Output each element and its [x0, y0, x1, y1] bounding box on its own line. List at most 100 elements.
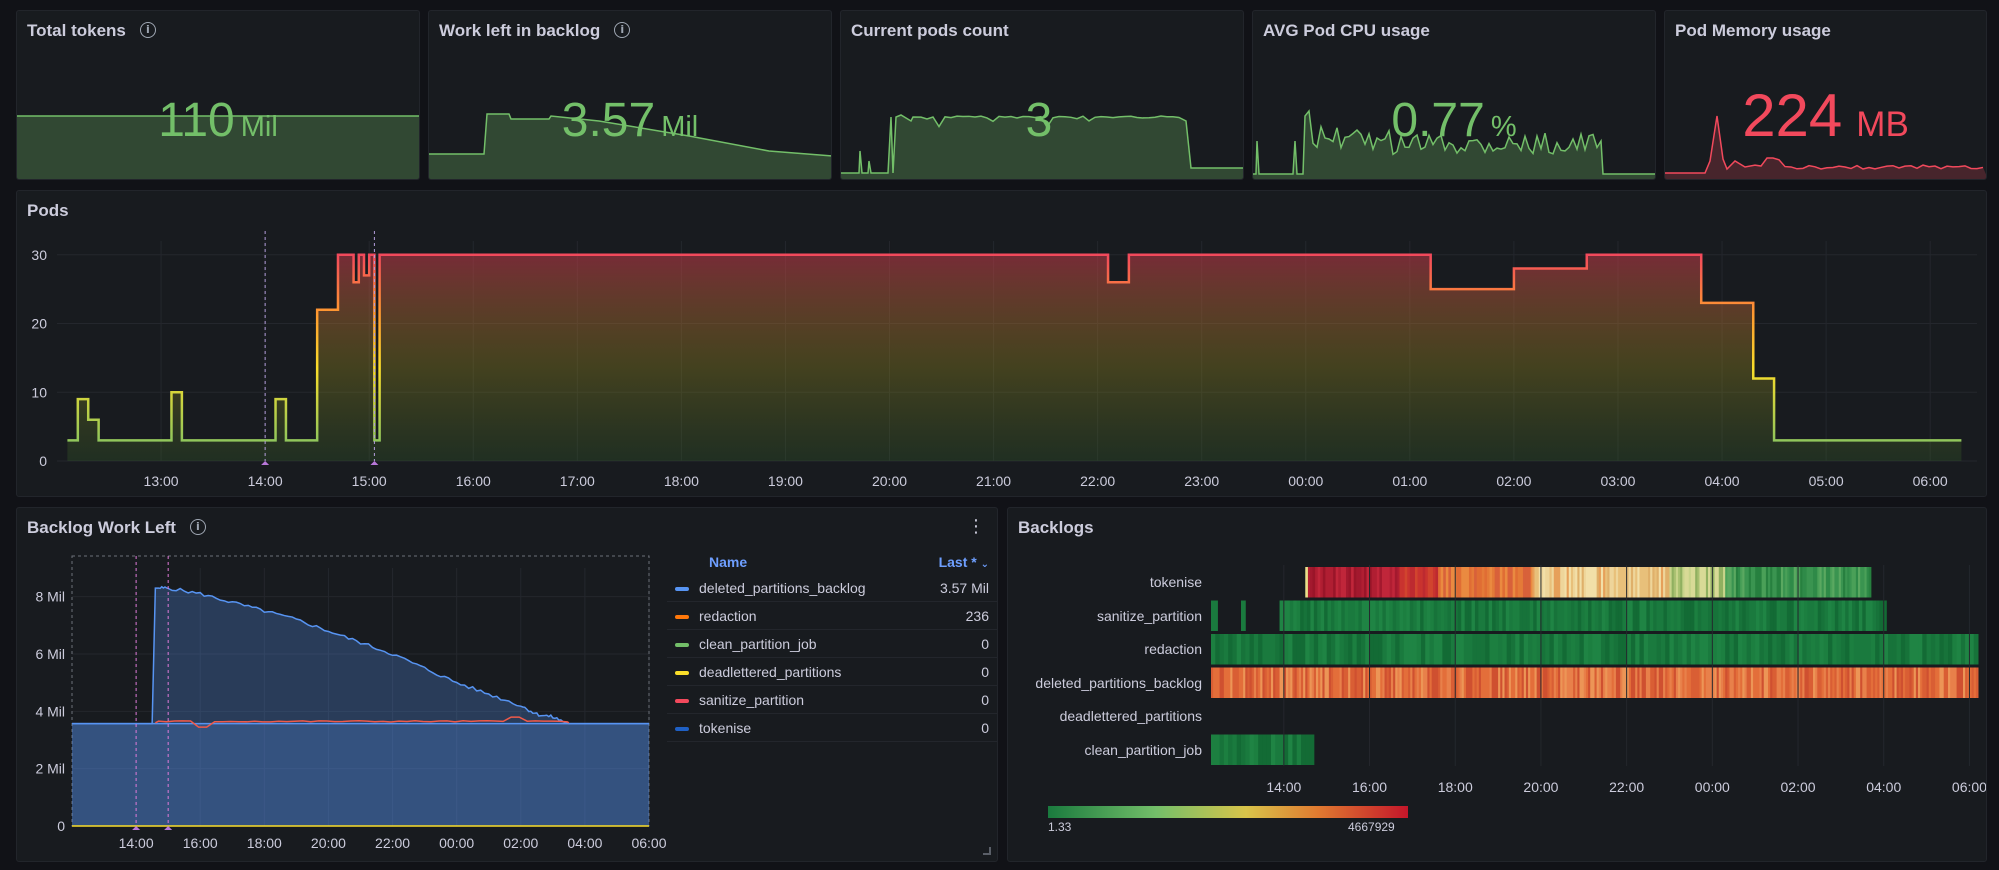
- heatmap-cell: [1860, 567, 1863, 598]
- heatmap-cell: [1407, 567, 1411, 598]
- backlog-chart[interactable]: 0 2 Mil 4 Mil 6 Mil 8 Mil 14:00 16:00 18:00 20:0…: [17, 508, 667, 862]
- heatmap-cell: [1550, 600, 1555, 631]
- color-scale-bar: [1048, 806, 1408, 818]
- heatmap-cell: [1629, 600, 1634, 631]
- heatmap-cell: [1367, 667, 1371, 698]
- heatmap-cell: [1684, 600, 1688, 631]
- x-tick-label: 17:00: [560, 473, 595, 489]
- heatmap-cell: [1341, 667, 1345, 698]
- heatmap-cell: [1714, 667, 1718, 698]
- heatmap-cell: [1765, 567, 1769, 598]
- heatmap-cell: [1772, 634, 1778, 665]
- backlogs-panel: Backlogs tokenise sanitize_partition redac…: [1007, 507, 1987, 862]
- heatmap-cell: [1481, 600, 1486, 631]
- stat-panel-3[interactable]: AVG Pod CPU usage 0.77%: [1252, 10, 1656, 180]
- heatmap-cell: [1738, 567, 1741, 598]
- stat-panel-4[interactable]: Pod Memory usage 224 MB: [1664, 10, 1987, 180]
- heatmap-cell: [1540, 634, 1546, 665]
- heatmap-cell: [1211, 634, 1216, 665]
- heatmap-cell: [1282, 600, 1287, 631]
- heatmap-cell: [1746, 634, 1752, 665]
- stat-panel-1[interactable]: Work left in backlog i 3.57 Mil: [428, 10, 832, 180]
- heatmap-cell: [1670, 600, 1675, 631]
- heatmap-cell: [1956, 667, 1960, 698]
- menu-icon[interactable]: ⋮: [967, 516, 985, 536]
- stat-panel-2[interactable]: Current pods count 3: [840, 10, 1244, 180]
- heatmap-cell: [1772, 667, 1775, 698]
- heatmap-cell: [1279, 667, 1283, 698]
- heatmap-cell: [1509, 600, 1514, 631]
- heatmap-cell: [1787, 567, 1790, 598]
- heatmap-cell: [1618, 567, 1621, 598]
- heatmap-cell: [1479, 567, 1483, 598]
- heatmap-cell: [1425, 567, 1429, 598]
- heatmap-cell: [1485, 634, 1491, 665]
- heatmap-cell: [1825, 567, 1829, 598]
- heatmap-cell: [1618, 634, 1623, 665]
- legend-item[interactable]: redaction 236: [667, 602, 997, 630]
- stat-value: 3: [841, 93, 1243, 148]
- x-tick-label: 14:00: [248, 473, 283, 489]
- legend-item[interactable]: clean_partition_job 0: [667, 630, 997, 658]
- backlogs-heatmap[interactable]: 14:00 16:00 18:00 20:00 22:00 00:00 02:00 04:00…: [1008, 508, 1987, 862]
- legend-last-value: 0: [981, 692, 989, 708]
- heatmap-cell: [1245, 634, 1251, 665]
- heatmap-cell: [1937, 667, 1940, 698]
- heatmap-cell: [1748, 567, 1752, 598]
- legend-item[interactable]: deleted_partitions_backlog 3.57 Mil: [667, 574, 997, 602]
- heatmap-cell: [1389, 567, 1393, 598]
- heatmap-cell: [1637, 667, 1640, 698]
- heatmap-cell: [1553, 634, 1559, 665]
- heatmap-cell: [1815, 567, 1818, 598]
- heatmap-cell: [1253, 667, 1257, 698]
- heatmap-cell: [1665, 667, 1668, 698]
- heatmap-cell: [1288, 667, 1291, 698]
- heatmap-cell: [1232, 667, 1236, 698]
- heatmap-cell: [1270, 634, 1276, 665]
- heatmap-cell: [1855, 600, 1860, 631]
- legend-item[interactable]: deadlettered_partitions 0: [667, 658, 997, 686]
- heatmap-cell: [1279, 734, 1285, 765]
- heatmap-cell: [1590, 667, 1593, 698]
- x-tick-label: 16:00: [456, 473, 491, 489]
- heatmap-cell: [1480, 667, 1484, 698]
- info-icon[interactable]: i: [139, 21, 156, 38]
- legend-item[interactable]: tokenise 0: [667, 714, 997, 742]
- stat-panel-0[interactable]: Total tokens i 110 Mil: [16, 10, 420, 180]
- heatmap-cell: [1328, 667, 1332, 698]
- heatmap-cell: [1335, 667, 1338, 698]
- heatmap-cell: [1873, 667, 1876, 698]
- heatmap-cell: [1258, 734, 1263, 765]
- heatmap-cell: [1948, 634, 1953, 665]
- heatmap-cell: [1763, 567, 1767, 598]
- heatmap-cell: [1742, 567, 1745, 598]
- x-tick-label: 20:00: [311, 835, 346, 851]
- heatmap-cell: [1872, 600, 1877, 631]
- legend-divider: [667, 685, 997, 686]
- info-icon[interactable]: i: [189, 518, 206, 535]
- heatmap-cell: [1461, 567, 1465, 598]
- legend-name-header[interactable]: Name: [709, 554, 748, 570]
- heatmap-cell: [1828, 634, 1833, 665]
- heatmap-cell: [1384, 667, 1388, 698]
- heatmap-cell: [1806, 567, 1810, 598]
- legend-series-name: deleted_partitions_backlog: [699, 580, 866, 596]
- heatmap-cell: [1971, 667, 1975, 698]
- heatmap-cell: [1581, 600, 1586, 631]
- legend-item[interactable]: sanitize_partition 0: [667, 686, 997, 714]
- heatmap-cell: [1399, 567, 1403, 598]
- heatmap-cell: [1575, 567, 1578, 598]
- heatmap-cell: [1492, 600, 1497, 631]
- stat-sparkline: [1253, 109, 1655, 179]
- legend-last-header[interactable]: Last * ⌄: [939, 554, 989, 570]
- heatmap-row-label: sanitize_partition: [1096, 607, 1202, 624]
- resize-handle-icon[interactable]: [983, 847, 991, 855]
- heatmap-cell: [1789, 667, 1793, 698]
- heatmap-cell: [1275, 667, 1278, 698]
- pods-chart[interactable]: 0 10 20 30 13:00 14:00 15:00 16:00 17:00 18:00 19:…: [17, 191, 1987, 497]
- heatmap-cell: [1915, 667, 1919, 698]
- heatmap-cell: [1474, 567, 1478, 598]
- heatmap-cell: [1682, 634, 1688, 665]
- heatmap-cell: [1484, 567, 1488, 598]
- info-icon[interactable]: i: [614, 21, 631, 38]
